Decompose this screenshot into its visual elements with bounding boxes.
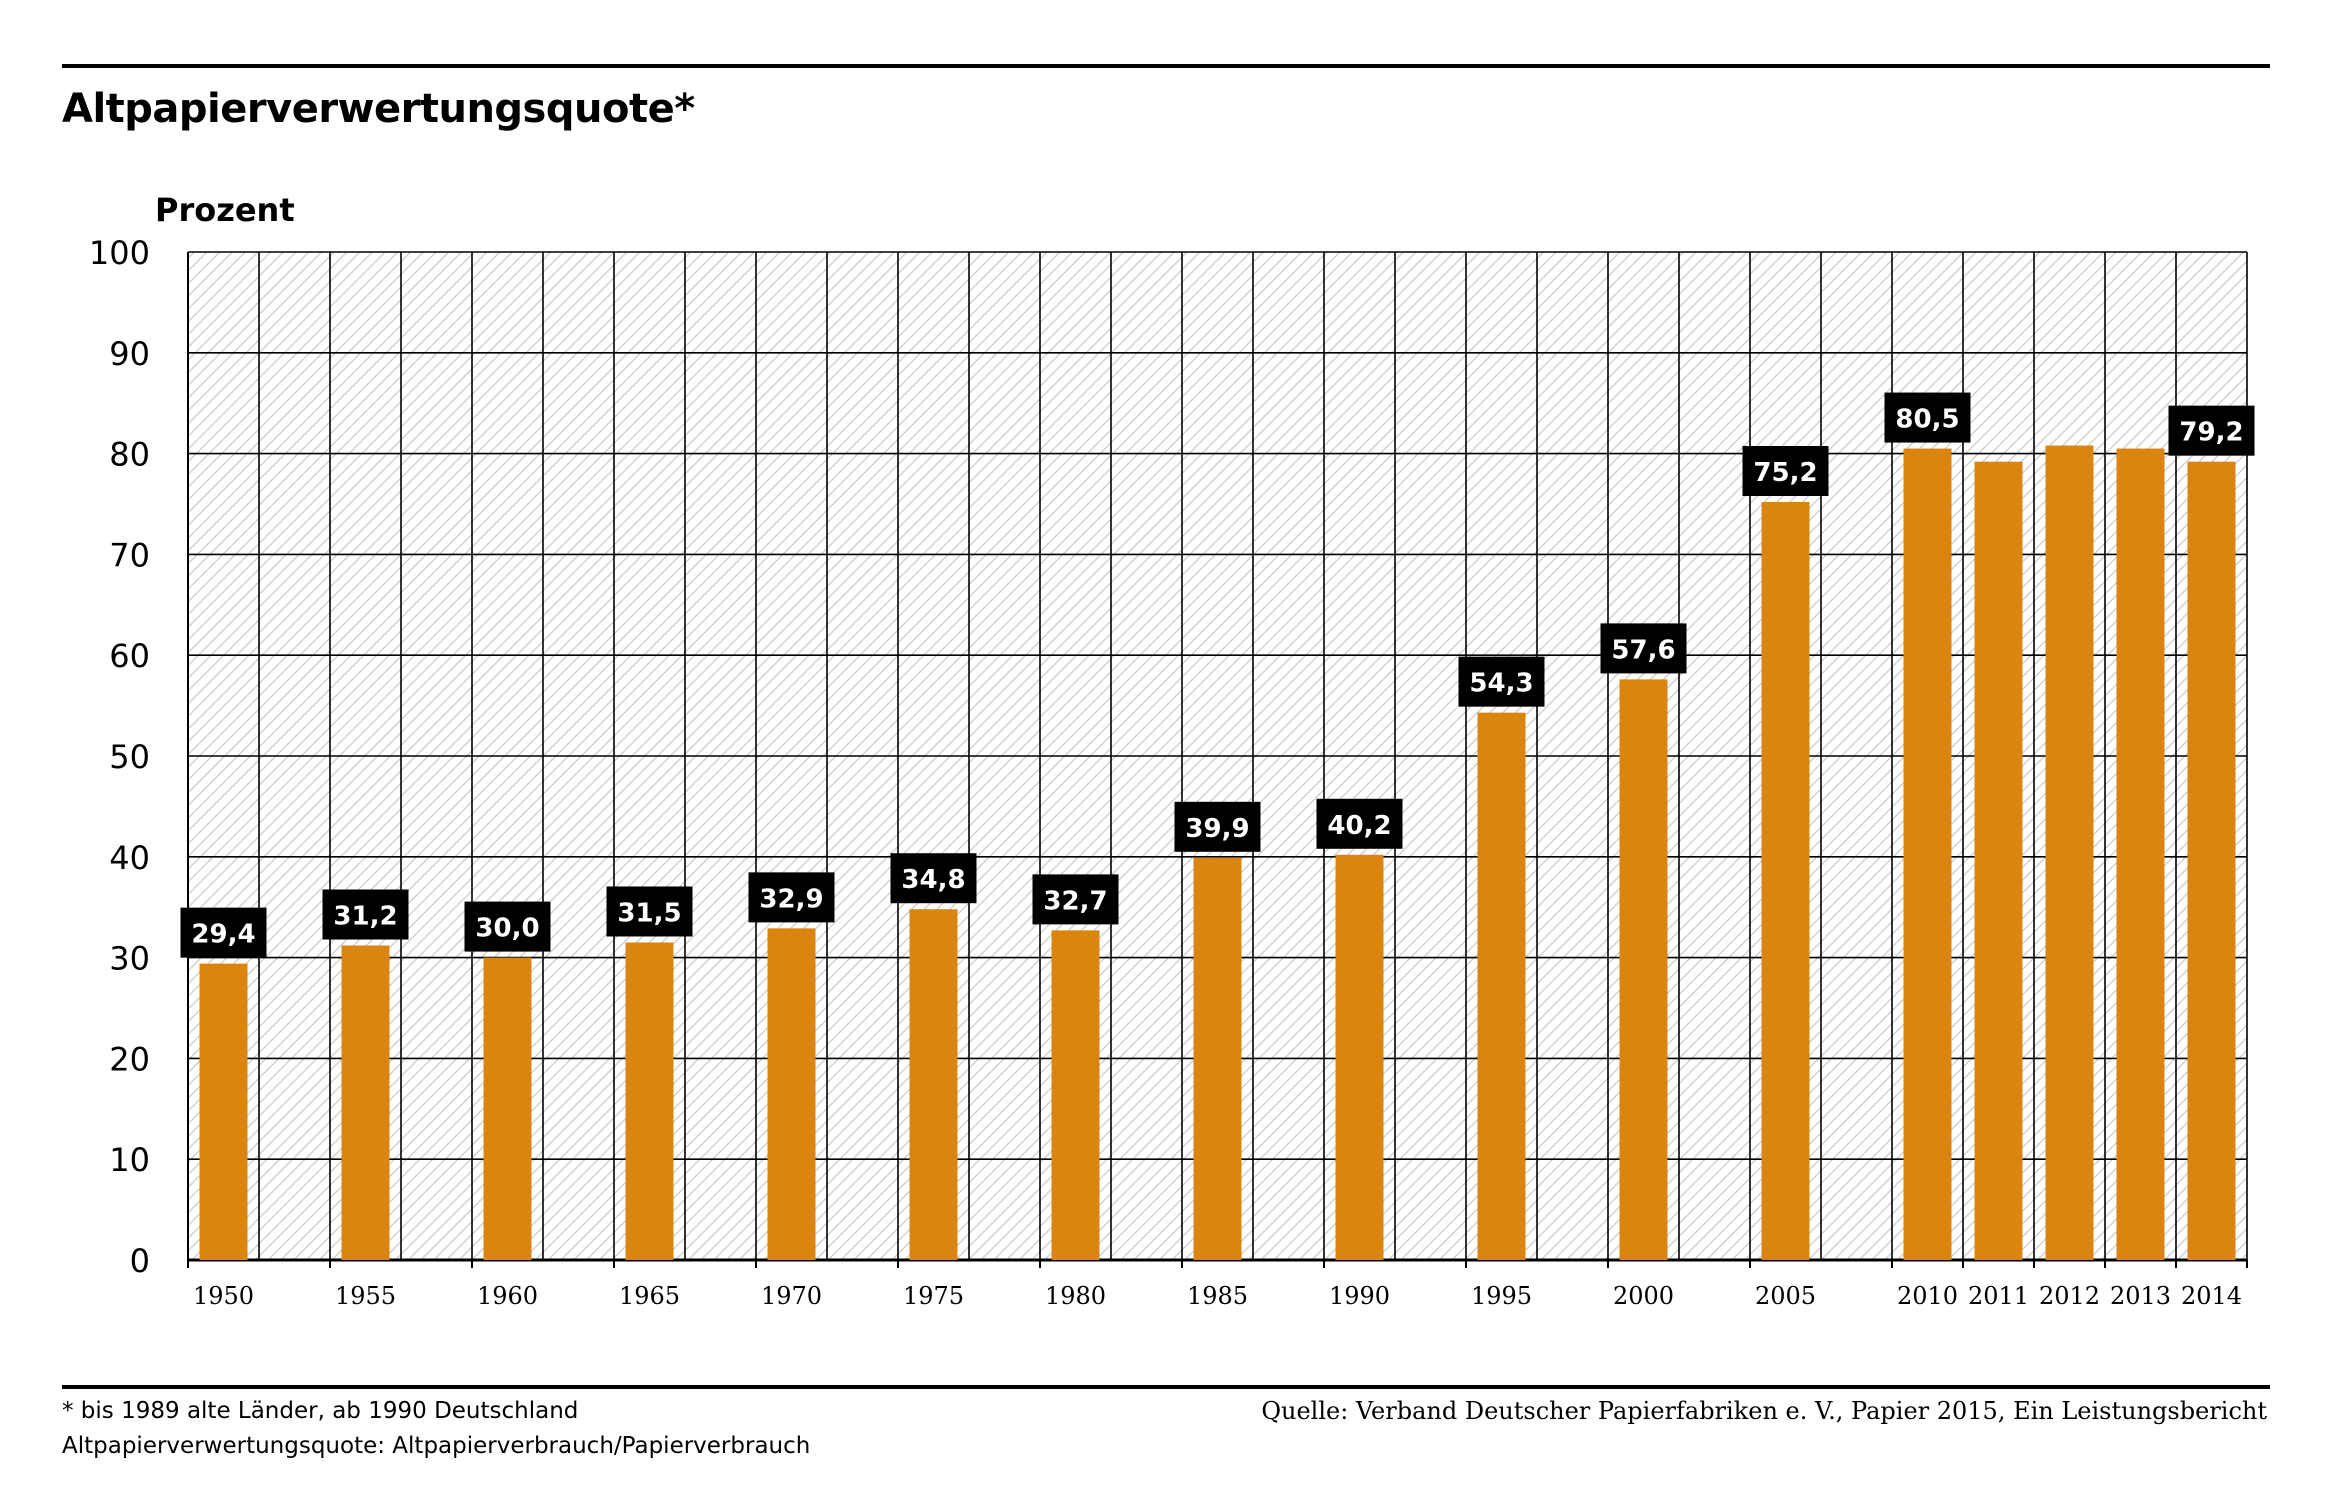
bar-2013 [2116,448,2165,1260]
data-label: 30,0 [475,914,539,944]
x-tick-label: 2012 [2039,1282,2100,1310]
bar-1965 [625,942,674,1260]
data-label-box [180,907,267,958]
y-tick-label: 20 [109,1040,150,1078]
x-tick-label: 1990 [1329,1282,1390,1310]
data-label: 75,2 [1753,458,1817,488]
data-label-box [1316,798,1403,849]
y-tick-label: 50 [109,738,150,776]
data-label-box [606,886,693,937]
bar-1970 [767,928,816,1260]
bar-1995 [1477,712,1526,1260]
data-label: 54,3 [1469,669,1533,699]
data-label: 29,4 [191,920,255,950]
bar-2014 [2187,461,2236,1260]
x-tick-label: 1995 [1471,1282,1532,1310]
x-tick-label: 2005 [1755,1282,1816,1310]
x-tick-label: 2000 [1613,1282,1674,1310]
data-label: 80,5 [1895,405,1959,435]
bottom-rule [62,1385,2270,1389]
x-tick-label: 2010 [1897,1282,1958,1310]
y-tick-label: 40 [109,839,150,877]
y-axis-label: Prozent [155,191,295,229]
data-label: 31,2 [333,902,397,932]
x-tick-label: 2013 [2110,1282,2171,1310]
data-label-box [1884,392,1971,443]
source-note: Quelle: Verband Deutscher Papierfabriken… [1261,1397,2267,1425]
x-tick-label: 2011 [1968,1282,2029,1310]
data-label: 79,2 [2179,418,2243,448]
data-label: 32,7 [1043,886,1107,916]
x-tick-label: 1955 [335,1282,396,1310]
data-label: 31,5 [617,898,681,928]
data-label-box [1032,874,1119,925]
y-tick-label: 80 [109,436,150,474]
chart-title: Altpapierverwertungsquote* [62,86,695,132]
bar-1955 [341,945,390,1260]
y-tick-label: 70 [109,536,150,574]
x-tick-label: 1980 [1045,1282,1106,1310]
bar-1985 [1193,857,1242,1260]
x-tick-label: 1960 [477,1282,538,1310]
data-label-box [1174,801,1261,852]
footnote-line-1: * bis 1989 alte Länder, ab 1990 Deutschl… [62,1398,579,1424]
data-label: 32,9 [759,884,823,914]
x-tick-label: 1985 [1187,1282,1248,1310]
bar-1960 [483,957,532,1260]
data-label-box [748,872,835,923]
data-label-box [2168,405,2255,456]
footnote-line-2: Altpapierverwertungsquote: Altpapierverb… [62,1433,811,1459]
x-tick-label: 1965 [619,1282,680,1310]
y-tick-label: 60 [109,637,150,675]
bar-2011 [1974,461,2023,1260]
data-label-box [464,901,551,952]
bar-1980 [1051,930,1100,1260]
y-tick-label: 10 [109,1141,150,1179]
bar-2012 [2045,445,2094,1260]
data-label: 34,8 [901,865,965,895]
footnote: * bis 1989 alte Länder, ab 1990 Deutschl… [62,1394,810,1464]
data-label-box [1600,623,1687,674]
data-label-box [1742,445,1829,496]
data-label: 57,6 [1611,635,1675,665]
top-rule [62,64,2270,68]
bar-2000 [1619,679,1668,1260]
y-tick-label: 100 [89,234,150,272]
bar-2005 [1761,501,1810,1260]
x-tick-label: 2014 [2181,1282,2242,1310]
data-label-box [890,853,977,904]
bar-1975 [909,909,958,1260]
bar-2010 [1903,448,1952,1260]
data-label-box [1458,656,1545,707]
data-label: 39,9 [1185,814,1249,844]
y-tick-label: 30 [109,940,150,978]
y-tick-label: 90 [109,335,150,373]
data-label-box [322,889,409,940]
bar-1990 [1335,854,1384,1260]
bar-1950 [199,963,248,1260]
x-tick-label: 1975 [903,1282,964,1310]
x-tick-label: 1950 [193,1282,254,1310]
y-tick-label: 0 [130,1242,150,1280]
data-label: 40,2 [1327,811,1391,841]
x-tick-label: 1970 [761,1282,822,1310]
